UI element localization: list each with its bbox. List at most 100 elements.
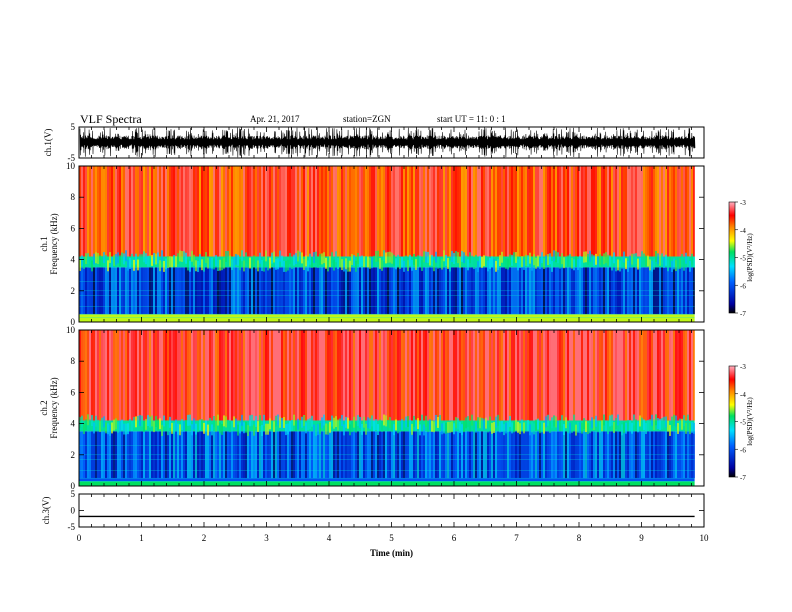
spectrogram-cell xyxy=(305,422,307,434)
spectrogram-cell xyxy=(663,257,665,268)
spectrogram-cell xyxy=(423,424,425,436)
spectrogram-cell xyxy=(347,417,349,429)
x-tick-label: 1 xyxy=(139,533,144,543)
y-tick-label: 6 xyxy=(71,223,76,233)
spectrogram-cell xyxy=(621,257,623,269)
spectrogram-cell xyxy=(671,166,673,257)
spectrogram-cell xyxy=(85,253,87,265)
spectrogram-cell xyxy=(135,416,137,428)
spectrogram-cell xyxy=(99,255,101,267)
spectrogram-cell xyxy=(445,330,447,421)
spectrogram-cell xyxy=(257,166,259,257)
spectrogram-cell xyxy=(273,330,275,421)
spectrogram-cell xyxy=(527,166,529,257)
spectrogram-cell xyxy=(605,420,607,432)
spectrogram-cell xyxy=(113,419,115,431)
spectrogram-cell xyxy=(109,330,111,421)
y-tick-label: 2 xyxy=(71,286,76,296)
spectrogram-cell xyxy=(541,421,543,433)
spectrogram-cell xyxy=(353,416,355,428)
spectrogram-cell xyxy=(687,330,689,421)
spectrogram-cell xyxy=(635,253,637,265)
spectrogram-cell xyxy=(99,421,101,433)
spectrogram-cell xyxy=(289,420,291,432)
spectrogram-cell xyxy=(181,330,183,421)
spectrogram-cell xyxy=(429,166,431,257)
spectrogram-cell xyxy=(373,420,375,432)
spectrogram-cell xyxy=(111,256,113,268)
spectrogram-cell xyxy=(627,330,629,421)
spectrogram-cell xyxy=(261,260,263,271)
spectrogram-cell xyxy=(407,166,409,257)
spectrogram-cell xyxy=(305,166,307,257)
spectrogram-cell xyxy=(577,259,579,271)
spectrogram-cell xyxy=(499,421,501,433)
spectrogram-cell xyxy=(371,257,373,269)
spectrogram-cell xyxy=(143,330,145,421)
spectrogram-cell xyxy=(215,420,217,432)
spectrogram-cell xyxy=(559,420,561,432)
spectrogram-cell xyxy=(595,330,597,421)
spectrogram-cell xyxy=(453,423,455,435)
spectrogram-cell xyxy=(299,251,301,263)
spectrogram-cell xyxy=(471,166,473,257)
spectrogram-cell xyxy=(339,166,341,257)
spectrogram-cell xyxy=(443,250,445,262)
spectrogram-cell xyxy=(477,166,479,257)
spectrogram-cell xyxy=(409,166,411,257)
spectrogram-cell xyxy=(155,166,157,257)
spectrogram-cell xyxy=(327,423,329,435)
spectrogram-cell xyxy=(313,166,315,257)
spectrogram-cell xyxy=(169,330,171,421)
spectrogram-cell xyxy=(147,166,149,257)
y-tick-label: 5 xyxy=(71,122,76,132)
spectrogram-cell xyxy=(287,166,289,257)
spectrogram-cell xyxy=(377,166,379,257)
spectrogram-cell xyxy=(373,330,375,421)
spectrogram-cell xyxy=(203,330,205,421)
spectrogram-cell xyxy=(379,330,381,421)
spectrogram-cell xyxy=(615,166,617,257)
spectrogram-cell xyxy=(521,419,523,431)
spectrogram-cell xyxy=(217,260,219,271)
spectrogram-cell xyxy=(415,330,417,421)
spectrogram-cell xyxy=(265,330,267,421)
spectrogram-cell xyxy=(655,330,657,421)
spectrogram-cell xyxy=(523,422,525,434)
spectrogram-cell xyxy=(81,415,83,427)
spectrogram-ylabel: Frequency (kHz) xyxy=(49,377,59,438)
spectrogram-cell xyxy=(593,330,595,421)
spectrogram-cell xyxy=(467,259,469,271)
colorbar-label: log(PSD)(V²/Hz) xyxy=(746,397,754,446)
spectrogram-cell xyxy=(231,420,233,432)
spectrogram-cell xyxy=(325,257,327,269)
spectrogram-cell xyxy=(661,418,663,430)
spectrogram-cell xyxy=(523,166,525,257)
spectrogram-cell xyxy=(385,415,387,427)
spectrogram-cell xyxy=(337,330,339,421)
spectrogram-cell xyxy=(599,330,601,421)
spectrogram-cell xyxy=(565,417,567,429)
spectrogram-cell xyxy=(311,256,313,268)
spectrogram-cell xyxy=(647,330,649,421)
spectrogram-cell xyxy=(489,416,491,428)
spectrogram-cell xyxy=(87,330,89,421)
spectrogram-cell xyxy=(235,330,237,421)
spectrogram-cell xyxy=(379,257,381,269)
spectrogram-cell xyxy=(395,330,397,421)
spectrogram-cell xyxy=(105,330,107,421)
spectrogram-cell xyxy=(263,260,265,272)
spectrogram-cell xyxy=(501,420,503,432)
spectrogram-cell xyxy=(221,166,223,257)
spectrogram-cell xyxy=(655,250,657,262)
spectrogram-cell xyxy=(555,330,557,421)
spectrogram-cell xyxy=(121,330,123,421)
spectrogram-cell xyxy=(311,330,313,421)
spectrogram-cell xyxy=(477,330,479,421)
spectrogram-cell xyxy=(427,421,429,433)
spectrogram-cell xyxy=(603,166,605,257)
spectrogram-cell xyxy=(151,166,153,257)
spectrogram-cell xyxy=(207,166,209,257)
spectrogram-cell xyxy=(101,417,103,429)
spectrogram-cell xyxy=(91,330,93,421)
